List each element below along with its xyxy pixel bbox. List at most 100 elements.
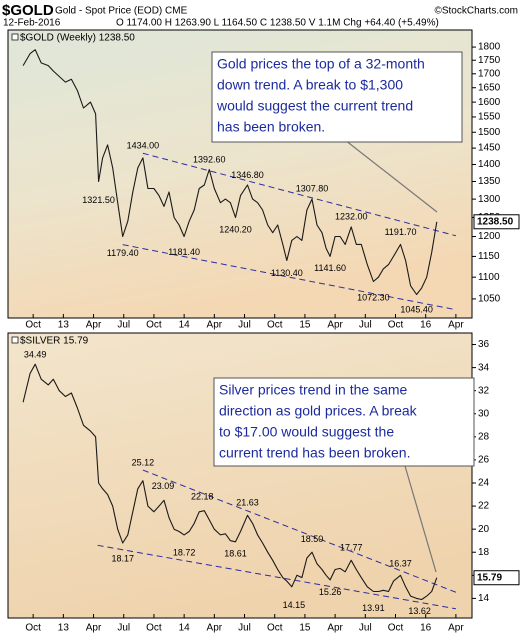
price-line bbox=[22, 363, 438, 601]
y-tick-label: 22 bbox=[478, 501, 490, 512]
point-label: 18.50 bbox=[301, 534, 324, 544]
price-tag bbox=[473, 214, 520, 230]
x-tick-label: 15 bbox=[299, 320, 311, 331]
x-tick-label: Apr bbox=[327, 623, 343, 634]
annotation-line: Gold prices the top of a 32-month bbox=[217, 56, 425, 72]
point-label: 13.91 bbox=[362, 603, 385, 613]
annotation-line: has been broken. bbox=[217, 119, 325, 135]
x-tick-label: 14 bbox=[179, 623, 191, 634]
point-label: 1307.80 bbox=[296, 184, 329, 194]
y-tick-label: 28 bbox=[478, 431, 490, 442]
x-tick-label: Jul bbox=[117, 320, 130, 331]
point-label: 1240.20 bbox=[219, 225, 252, 235]
y-tick-label: 1300 bbox=[478, 194, 501, 205]
source: ©StockCharts.com bbox=[434, 6, 518, 17]
y-tick-label: 24 bbox=[478, 478, 490, 489]
point-label: 1392.60 bbox=[193, 154, 226, 164]
x-tick-label: Apr bbox=[448, 623, 464, 634]
y-tick-label: 1500 bbox=[478, 127, 501, 138]
point-label: 1434.00 bbox=[127, 141, 160, 151]
point-label: 1181.40 bbox=[168, 247, 200, 257]
y-tick-label: 14 bbox=[478, 593, 490, 604]
point-label: 1045.40 bbox=[400, 304, 433, 314]
trendline bbox=[122, 244, 456, 311]
x-tick-label: Oct bbox=[146, 623, 162, 634]
x-tick-label: Oct bbox=[388, 320, 404, 331]
point-label: 14.15 bbox=[283, 600, 306, 610]
y-tick-label: 26 bbox=[478, 455, 490, 466]
x-tick-label: 16 bbox=[420, 623, 432, 634]
x-tick-label: Apr bbox=[207, 320, 223, 331]
y-tick-label: 1700 bbox=[478, 68, 501, 79]
annotation-line: direction as gold prices. A break bbox=[219, 403, 418, 419]
legend-swatch bbox=[11, 33, 19, 41]
trendline bbox=[97, 544, 456, 610]
pointer bbox=[404, 465, 437, 573]
x-tick-label: Oct bbox=[388, 623, 404, 634]
x-tick-label: Jul bbox=[359, 623, 372, 634]
y-tick-label: 1650 bbox=[478, 82, 501, 93]
annotation-line: would suggest the current trend bbox=[216, 98, 413, 114]
trendline bbox=[142, 469, 457, 593]
annotation-box bbox=[213, 377, 475, 467]
x-tick-label: Jul bbox=[359, 320, 372, 331]
point-label: 23.09 bbox=[152, 481, 175, 491]
y-tick-label: 1100 bbox=[478, 272, 500, 283]
x-tick-label: Apr bbox=[207, 623, 223, 634]
point-label: 1141.60 bbox=[314, 263, 346, 273]
price-tag bbox=[473, 570, 520, 586]
pointer bbox=[344, 139, 438, 213]
point-label: 1346.80 bbox=[231, 170, 264, 180]
annotation-box bbox=[211, 51, 463, 143]
x-tick-label: Oct bbox=[267, 623, 283, 634]
x-tick-label: Apr bbox=[86, 320, 102, 331]
x-tick-label: Oct bbox=[146, 320, 162, 331]
price-tag-label: 1238.50 bbox=[477, 216, 514, 227]
x-tick-label: Apr bbox=[448, 320, 464, 331]
plot-area bbox=[22, 49, 457, 311]
annotation-line: to $17.00 would suggest the bbox=[219, 424, 394, 440]
point-label: 25.12 bbox=[132, 457, 155, 467]
point-label: 15.26 bbox=[319, 587, 342, 597]
x-tick-label: 13 bbox=[58, 320, 70, 331]
x-tick-label: Oct bbox=[25, 623, 41, 634]
point-label: 17.77 bbox=[340, 542, 363, 552]
point-label: 34.49 bbox=[24, 349, 47, 359]
y-tick-label: 1600 bbox=[478, 97, 501, 108]
point-label: 18.61 bbox=[224, 549, 247, 559]
point-label: 1130.40 bbox=[271, 268, 303, 278]
y-tick-label: 1550 bbox=[478, 112, 501, 123]
x-tick-label: 15 bbox=[299, 623, 311, 634]
y-tick-label: 1800 bbox=[478, 42, 501, 53]
price-line bbox=[22, 49, 438, 296]
legend-label: $GOLD (Weekly) 1238.50 bbox=[20, 33, 135, 44]
x-tick-label: Jul bbox=[117, 623, 130, 634]
quote: O 1174.00 H 1263.90 L 1164.50 C 1238.50 … bbox=[116, 18, 439, 29]
y-tick-label: 18 bbox=[478, 547, 490, 558]
point-label: 18.17 bbox=[111, 554, 134, 564]
legend-label: $SILVER 15.79 bbox=[20, 336, 89, 347]
x-tick-label: Oct bbox=[267, 320, 283, 331]
y-tick-label: 1750 bbox=[478, 55, 501, 66]
point-label: 18.72 bbox=[173, 547, 196, 557]
point-label: 1321.50 bbox=[82, 195, 115, 205]
y-tick-label: 1400 bbox=[478, 159, 501, 170]
trendline bbox=[142, 152, 457, 237]
point-label: 13.62 bbox=[408, 606, 431, 616]
symbol: $GOLD bbox=[2, 2, 54, 19]
price-tag-label: 15.79 bbox=[477, 572, 502, 583]
point-label: 16.37 bbox=[389, 558, 412, 568]
y-tick-label: 30 bbox=[478, 408, 490, 419]
legend-swatch bbox=[11, 336, 19, 344]
plot-area bbox=[22, 363, 457, 610]
point-label: 1179.40 bbox=[107, 248, 139, 258]
annotation-line: down trend. A break to $1,300 bbox=[217, 77, 403, 93]
x-tick-label: 14 bbox=[179, 320, 191, 331]
y-tick-label: 1150 bbox=[478, 251, 500, 262]
x-tick-label: 16 bbox=[420, 320, 432, 331]
y-tick-label: 1050 bbox=[478, 294, 501, 305]
annotation-line: current trend has been broken. bbox=[219, 445, 410, 461]
description: Gold - Spot Price (EOD) CME bbox=[55, 6, 188, 17]
x-tick-label: Jul bbox=[238, 623, 251, 634]
